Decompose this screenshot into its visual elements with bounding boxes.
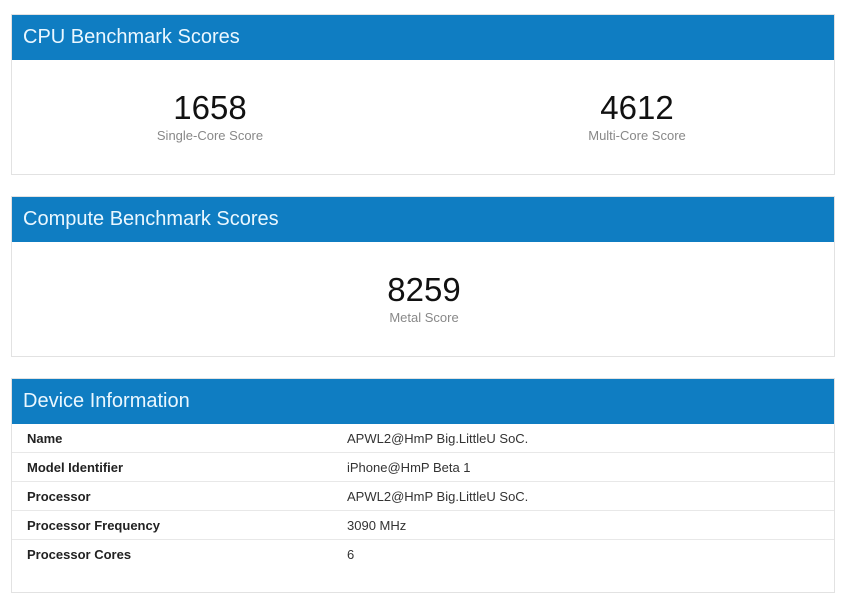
multi-core-label: Multi-Core Score	[588, 128, 686, 143]
row-label: Processor Frequency	[12, 510, 347, 540]
row-value: 6	[347, 546, 355, 562]
single-core-label: Single-Core Score	[156, 128, 264, 143]
single-core-score: 1658 Single-Core Score	[60, 89, 360, 144]
compute-panel-title: Compute Benchmark Scores	[12, 197, 834, 242]
table-row: Processor Cores 6	[12, 540, 834, 569]
multi-core-score: 4612 Multi-Core Score	[487, 89, 787, 144]
metal-label: Metal Score	[389, 310, 459, 325]
row-value: APWL2@HmP Big.LittleU SoC.	[347, 481, 834, 511]
device-info-table: Name APWL2@HmP Big.LittleU SoC. Model Ide…	[12, 424, 834, 568]
device-panel-title: Device Information	[12, 379, 834, 424]
row-value: APWL2@HmP Big.LittleU SoC.	[347, 424, 834, 453]
row-label: Name	[12, 424, 347, 453]
row-value: iPhone@HmP Beta 1	[347, 452, 834, 482]
cpu-panel-title: CPU Benchmark Scores	[12, 15, 834, 60]
row-value: 3090 MHz	[347, 510, 834, 540]
table-row: Name APWL2@HmP Big.LittleU SoC.	[12, 424, 834, 453]
compute-benchmark-panel: Compute Benchmark Scores 8259 Metal Scor…	[11, 196, 835, 357]
cpu-benchmark-panel: CPU Benchmark Scores 1658 Single-Core Sc…	[11, 14, 835, 175]
metal-value: 8259	[387, 271, 461, 308]
metal-score: 8259 Metal Score	[274, 271, 574, 326]
table-row: Model Identifier iPhone@HmP Beta 1	[12, 452, 834, 482]
single-core-value: 1658	[173, 89, 247, 126]
multi-core-value: 4612	[600, 89, 674, 126]
device-information-panel: Device Information Name APWL2@HmP Big.Lit…	[11, 378, 835, 593]
row-label: Processor Cores	[27, 546, 132, 562]
table-row: Processor Frequency 3090 MHz	[12, 510, 834, 540]
row-label: Model Identifier	[12, 452, 347, 482]
table-row: Processor APWL2@HmP Big.LittleU SoC.	[12, 481, 834, 511]
row-label: Processor	[12, 481, 347, 511]
